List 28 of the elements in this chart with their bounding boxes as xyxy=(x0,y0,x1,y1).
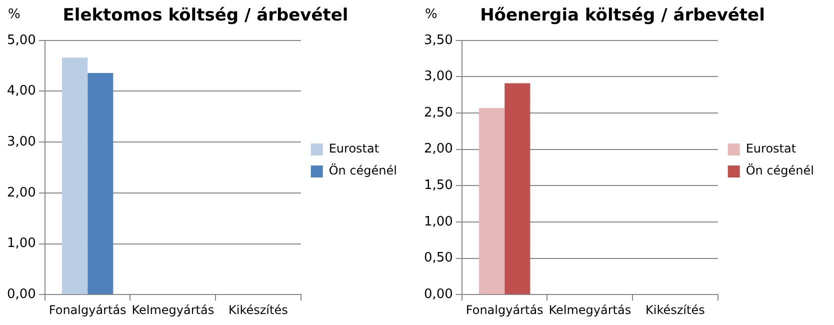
y-tick-label: 4,00 xyxy=(6,84,36,99)
chart-title: Elektomos költség / árbevétel xyxy=(62,6,348,26)
y-tick-label: 1,00 xyxy=(424,214,453,230)
x-tick-label: Fonalgyártás xyxy=(48,302,126,317)
x-tick-label: Kelmegyártás xyxy=(548,302,632,317)
y-tick-label: 2,00 xyxy=(6,185,36,200)
y-tick-label: 0,50 xyxy=(424,250,453,266)
x-tick-label: Kelmegyártás xyxy=(132,302,214,317)
y-tick-label: 1,00 xyxy=(6,236,36,252)
chart-title: Hőenergia költség / árbevétel xyxy=(480,6,765,26)
y-tick-label: 5,00 xyxy=(6,32,36,48)
x-tick-label: Fonalgyártás xyxy=(466,302,544,317)
y-tick-label: 3,00 xyxy=(6,134,36,150)
y-tick-label: 3,50 xyxy=(424,32,453,48)
legend-label: Eurostat xyxy=(328,142,380,156)
legend-label: Ön cégénél xyxy=(328,164,398,178)
x-tick-label: Kikészítés xyxy=(646,302,705,317)
y-tick-label: 0,00 xyxy=(424,286,453,302)
y-tick-label: 2,00 xyxy=(424,142,453,157)
y-tick-label: 2,50 xyxy=(424,105,453,120)
legend-label: Eurostat xyxy=(746,142,796,156)
y-axis-title: % xyxy=(8,6,20,22)
legend-label: Ön cégénél xyxy=(746,164,814,178)
x-tick-label: Kikészítés xyxy=(228,302,288,317)
y-axis-title: % xyxy=(425,6,438,22)
y-tick-label: 0,00 xyxy=(6,286,36,302)
y-tick-label: 1,50 xyxy=(424,178,453,194)
y-tick-label: 3,00 xyxy=(424,69,453,84)
